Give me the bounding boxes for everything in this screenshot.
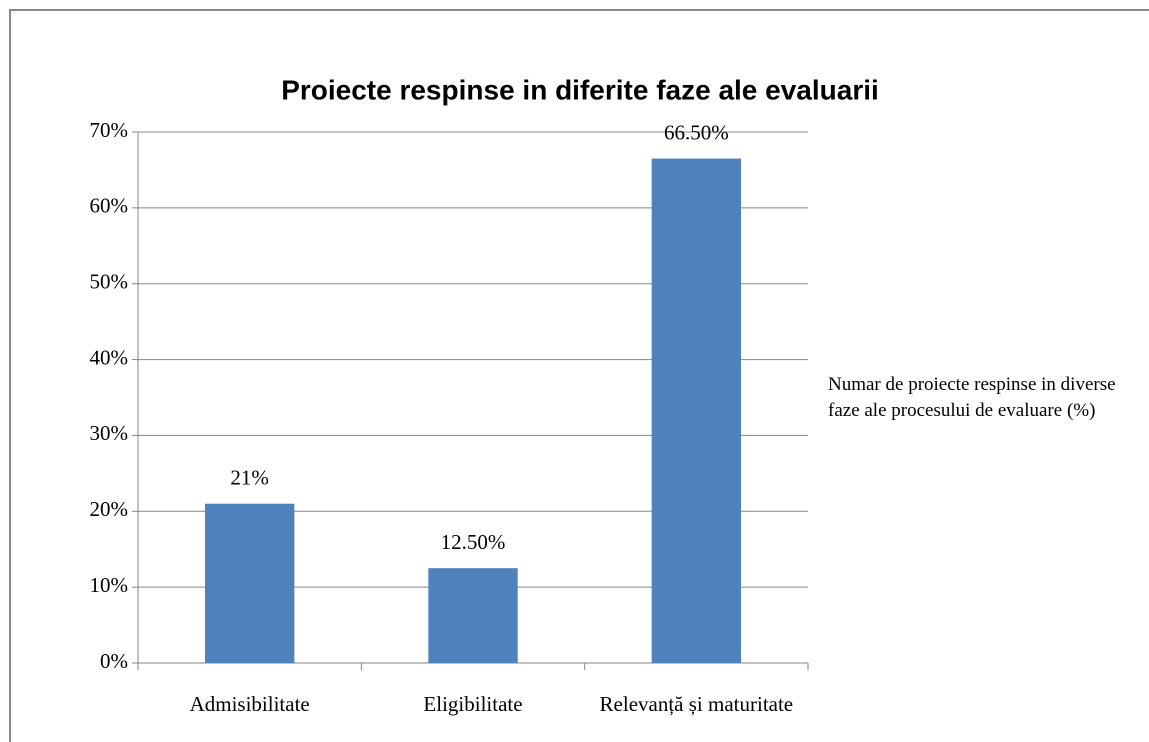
y-tick-label: 50% xyxy=(90,270,129,294)
y-tick-label: 40% xyxy=(90,345,129,369)
chart-title: Proiecte respinse in diferite faze ale e… xyxy=(281,74,879,105)
y-tick-label: 70% xyxy=(90,118,129,142)
data-label: 66.50% xyxy=(664,120,729,144)
data-label: 12.50% xyxy=(441,530,506,554)
x-tick-label: Eligibilitate xyxy=(423,692,522,716)
bar xyxy=(651,158,741,664)
y-tick-label: 20% xyxy=(90,497,129,521)
data-label: 21% xyxy=(230,466,269,490)
x-tick-label: Admisibilitate xyxy=(190,692,310,716)
y-tick-label: 0% xyxy=(100,649,128,673)
legend-entry: Numar de proiecte respinse in diverse fa… xyxy=(828,374,1116,421)
bar xyxy=(428,568,518,663)
y-tick-label: 60% xyxy=(90,194,129,218)
x-tick-label: Relevanță și maturitate xyxy=(600,692,794,716)
y-tick-label: 10% xyxy=(90,573,129,597)
y-tick-label: 30% xyxy=(90,421,129,445)
bar xyxy=(205,503,295,663)
chart-frame xyxy=(9,9,1149,742)
